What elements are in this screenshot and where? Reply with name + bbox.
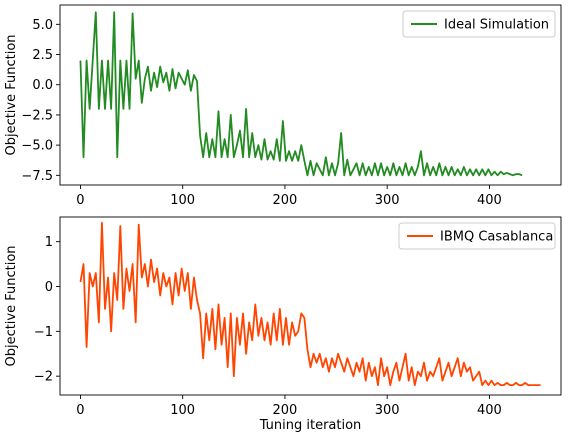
top-x-tick-label-1: 100 [170,193,195,208]
top-chart-panel: 0 100 200 300 400 −7.5 −5.0 −2.5 0.0 2.5 5.0 Object… [4,4,562,208]
top-legend-box [402,10,556,38]
top-axes-frame [59,4,562,186]
top-x-tick-label-4: 400 [477,193,502,208]
top-y-tick-label-1: −5.0 [21,139,53,154]
bottom-y-axis-label: Objective Function [4,245,19,366]
bottom-x-tick-label-1: 100 [170,403,195,418]
top-x-tick-label-3: 300 [375,193,400,208]
bottom-y-tick-label-3: 1 [45,235,53,250]
top-y-axis-label: Objective Function [4,34,19,155]
bottom-x-axis-label: Tuning iteration [259,418,362,433]
bottom-x-tick-label-0: 0 [76,403,84,418]
top-y-tick-label-3: 0.0 [32,78,53,93]
bottom-chart-panel: 0 100 200 300 400 −2 −1 0 1 Objective Function Tun… [4,216,562,433]
bottom-legend-label: IBMQ Casablanca [440,230,553,245]
top-y-tick-label-0: −7.5 [21,169,53,184]
bottom-x-tick-label-3: 300 [375,403,400,418]
bottom-y-tick-label-0: −2 [34,370,53,385]
top-legend-label: Ideal Simulation [444,18,549,33]
bottom-legend-box [398,222,556,250]
bottom-y-tick-label-2: 0 [45,280,53,295]
top-series-line-0 [79,11,523,177]
bottom-x-tick-label-2: 200 [273,403,298,418]
bottom-x-tick-label-4: 400 [477,403,502,418]
top-y-tick-label-4: 2.5 [32,48,53,63]
top-x-tick-label-2: 200 [273,193,298,208]
top-y-tick-label-5: 5.0 [32,18,53,33]
bottom-y-tick-label-1: −1 [34,325,53,340]
bottom-series-line-0 [79,221,541,387]
top-x-tick-label-0: 0 [76,193,84,208]
bottom-axes-frame [59,216,562,396]
top-y-tick-label-2: −2.5 [21,108,53,123]
